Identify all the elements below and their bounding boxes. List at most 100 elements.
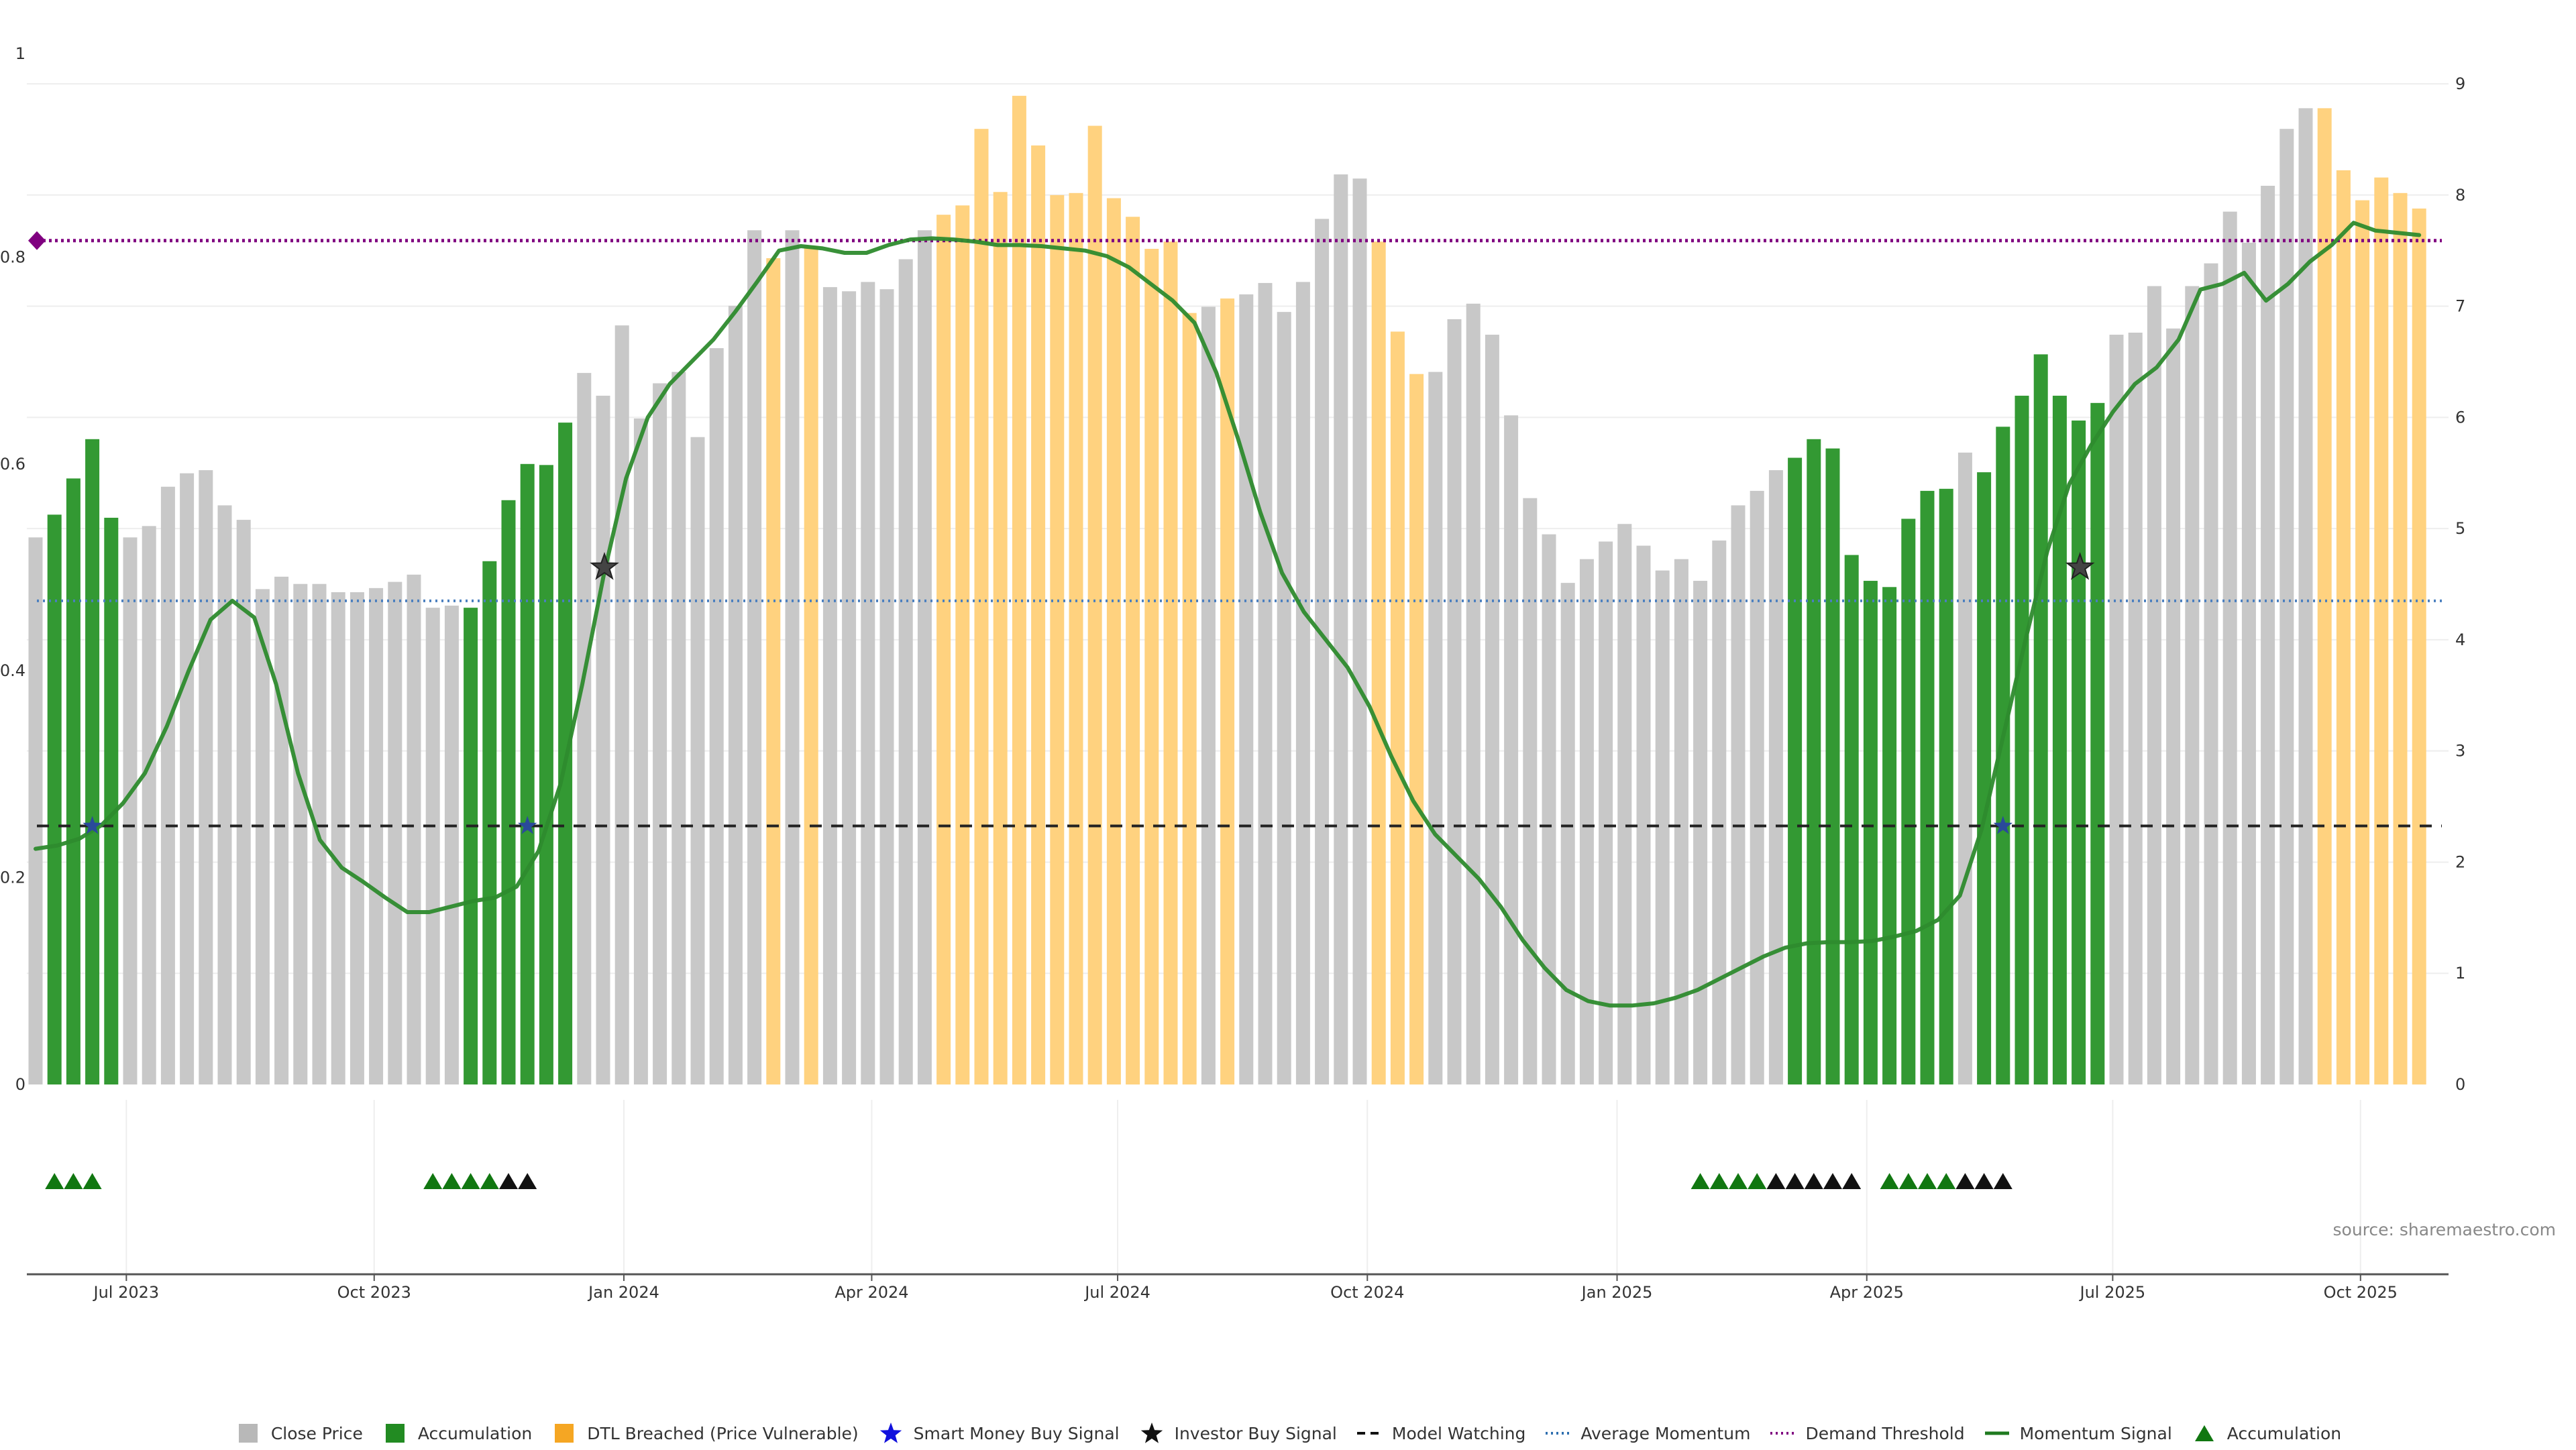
bar-close [123, 537, 138, 1084]
accumulation-marker [1709, 1173, 1729, 1189]
bar-close [1315, 219, 1330, 1085]
bar-close [1523, 498, 1538, 1084]
bar-close [728, 305, 743, 1084]
bar-accumulation [1807, 439, 1821, 1084]
legend-label: Momentum Signal [2019, 1423, 2172, 1443]
bar-close [293, 583, 308, 1084]
accumulation-marker [1823, 1173, 1842, 1189]
accumulation-marker [1766, 1173, 1786, 1189]
bar-accumulation [2052, 396, 2067, 1084]
bar-accumulation [1882, 587, 1897, 1084]
legend-dot-icon [1546, 1432, 1570, 1435]
bar-accumulation [1863, 581, 1878, 1084]
bar-dtl [2355, 200, 2370, 1085]
y-axis-right-tick-labels: 0 1 2 3 4 5 6 7 8 9 [2455, 74, 2465, 1094]
bar-close [1447, 319, 1462, 1084]
bar-close [2222, 211, 2237, 1084]
bar-accumulation [104, 517, 119, 1084]
legend-item: Investor Buy Signal [1138, 1423, 1337, 1444]
legend-item: Demand Threshold [1769, 1423, 1965, 1444]
bar-close [842, 291, 857, 1084]
momentum-line [34, 221, 2422, 1008]
bar-close [785, 230, 800, 1085]
x-tick-label: Apr 2024 [835, 1283, 908, 1302]
accumulation-marker [1937, 1173, 1956, 1189]
bar-close [28, 537, 43, 1084]
bar-close [1674, 559, 1688, 1084]
bar-close [861, 282, 875, 1085]
bar-close [2204, 263, 2218, 1085]
accumulation-marker [518, 1173, 537, 1189]
bar-accumulation [1977, 472, 1992, 1084]
x-tick-label: Jul 2023 [93, 1283, 160, 1302]
investor-buy-signal [590, 551, 619, 580]
bar-close [1352, 178, 1367, 1084]
accumulation-marker [461, 1173, 480, 1189]
bar-accumulation [520, 463, 535, 1084]
bar-close [2109, 335, 2124, 1084]
legend-item: Model Watching [1356, 1423, 1525, 1444]
bar-dtl [1069, 192, 1083, 1084]
legend-label: Accumulation [417, 1423, 533, 1443]
accumulation-markers [45, 1173, 2012, 1189]
bar-close [1655, 570, 1670, 1084]
bar-close [369, 588, 384, 1084]
legend-dash-icon [1356, 1432, 1381, 1435]
bar-accumulation [501, 500, 516, 1084]
legend-item: Accumulation [2191, 1423, 2341, 1444]
bar-accumulation [1920, 490, 1935, 1084]
y-right-tick-label: 3 [2455, 742, 2465, 761]
accumulation-marker [1898, 1173, 1918, 1189]
bar-close [255, 589, 270, 1084]
y-left-tick-label: 0 [15, 1075, 25, 1094]
source-text: source: sharemaestro.com [2333, 1220, 2557, 1239]
bar-close [577, 373, 592, 1084]
bar-dtl [1031, 145, 1046, 1084]
smart-money-buy-signal [83, 816, 102, 834]
accumulation-marker [1842, 1173, 1862, 1189]
bar-close [2279, 129, 2294, 1084]
y-left-tick-label: 1 [15, 44, 25, 63]
bar-close [2241, 242, 2256, 1084]
accumulation-marker [1993, 1173, 2012, 1189]
bar-dtl [993, 192, 1008, 1084]
y-left-tick-label: 0.6 [0, 455, 25, 473]
legend-label: Average Momentum [1580, 1423, 1751, 1443]
smart-money-buy-signal [1993, 816, 2013, 834]
bar-close [2166, 328, 2181, 1085]
bar-dtl [1371, 241, 1386, 1084]
bar-dtl [1182, 313, 1197, 1085]
bar-dtl [804, 245, 818, 1084]
bar-accumulation [85, 439, 100, 1084]
bar-close [274, 576, 289, 1084]
bar-close [2147, 286, 2161, 1085]
accumulation-marker [1748, 1173, 1767, 1189]
accumulation-marker [83, 1173, 102, 1189]
legend: Close Price Accumulation DTL Breached (Pri… [0, 1416, 2576, 1450]
bar-dtl [936, 215, 951, 1085]
bar-close [1428, 372, 1443, 1084]
legend-item: Accumulation [382, 1423, 532, 1444]
legend-label: Demand Threshold [1805, 1423, 1965, 1443]
bar-dtl [2374, 177, 2389, 1084]
accumulation-marker [1918, 1173, 1937, 1189]
bar-close [1258, 282, 1273, 1085]
bar-close [2261, 186, 2275, 1085]
bar-dtl [766, 258, 781, 1084]
legend-square-icon [385, 1424, 405, 1443]
bar-close [633, 418, 648, 1084]
accumulation-marker [423, 1173, 443, 1189]
bar-accumulation [2033, 354, 2048, 1084]
bar-close [1579, 559, 1594, 1084]
accumulation-marker [1804, 1173, 1823, 1189]
bar-close [407, 574, 421, 1084]
bar-accumulation [2090, 402, 2105, 1084]
bar-close [1750, 490, 1764, 1084]
accumulation-marker [442, 1173, 462, 1189]
bar-accumulation [539, 465, 553, 1084]
bar-close [1201, 306, 1216, 1084]
bar-dtl [2393, 192, 2408, 1084]
bar-accumulation [2072, 421, 2086, 1084]
legend-label: Smart Money Buy Signal [913, 1423, 1120, 1443]
y-right-tick-label: 9 [2455, 74, 2465, 93]
